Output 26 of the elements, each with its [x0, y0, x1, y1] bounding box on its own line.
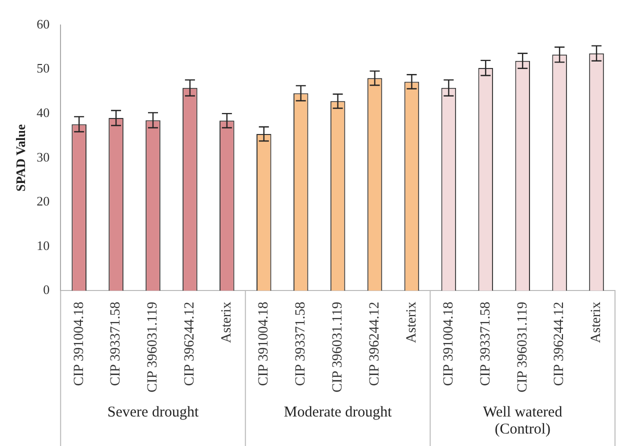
x-tick-label: CIP 393371.58	[294, 302, 309, 386]
y-tick-label: 10	[36, 238, 50, 253]
text: Moderate drought	[284, 404, 393, 420]
x-tick-label: CIP 391004.18	[256, 302, 272, 386]
x-tick-label: CIP 396031.119	[146, 302, 161, 392]
x-tick-label: Asterix	[220, 302, 235, 343]
y-tick-label: 30	[36, 149, 50, 164]
y-tick-label: 0	[43, 282, 50, 298]
text: Severe drought	[107, 404, 200, 420]
x-tick-label: CIP 396244.12	[182, 302, 198, 386]
x-tick-label: CIP 396244.12	[552, 302, 568, 386]
x-tick-label: CIP 396244.12	[367, 302, 382, 386]
y-tick-label: 60	[36, 16, 50, 32]
x-tick-label: CIP 396031.119	[515, 302, 530, 392]
y-tick-label: 40	[36, 105, 50, 120]
x-tick-label: CIP 391004.18	[441, 302, 456, 386]
x-tick-label: CIP 393371.58	[478, 302, 494, 386]
y-tick-label: 50	[36, 60, 50, 76]
text: Well watered (Control)	[483, 404, 563, 438]
y-tick-label: 20	[36, 194, 50, 209]
x-tick-label: CIP 391004.18	[72, 302, 87, 386]
x-tick-label: Asterix	[404, 302, 420, 343]
x-tick-label: CIP 393371.58	[108, 302, 124, 386]
y-axis-title: SPAD Value	[13, 124, 28, 192]
x-tick-label: Asterix	[589, 302, 604, 343]
x-tick-label: CIP 396031.119	[330, 302, 346, 392]
